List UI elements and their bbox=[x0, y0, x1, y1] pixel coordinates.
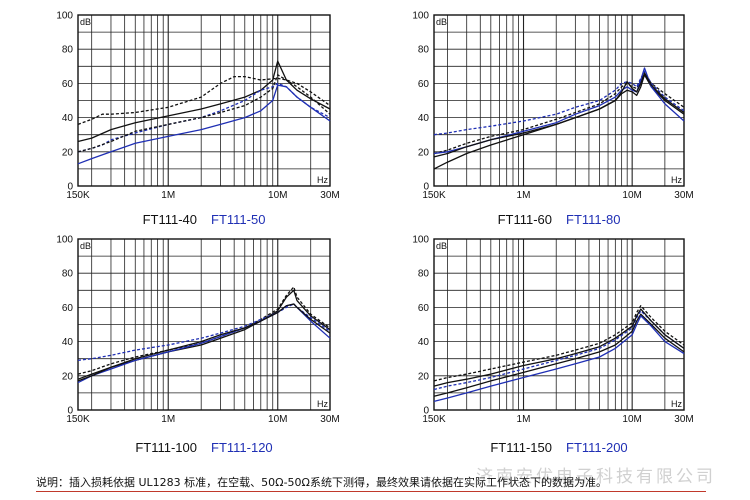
series-line-2 bbox=[77, 286, 331, 375]
y-tick-label: 60 bbox=[418, 79, 430, 90]
company-watermark: 济南安优电子科技有限公司 bbox=[476, 467, 716, 487]
y-tick-label: 40 bbox=[62, 337, 74, 348]
y-tick-label: 40 bbox=[62, 113, 74, 124]
caption-label: FT111-150 bbox=[490, 440, 552, 455]
x-axis-unit-label: Hz bbox=[317, 399, 328, 409]
x-tick-label: 30M bbox=[674, 414, 693, 425]
footnote-underline bbox=[36, 491, 706, 492]
y-tick-label: 80 bbox=[62, 269, 74, 280]
x-tick-label: 1M bbox=[161, 190, 175, 201]
x-tick-label: 150K bbox=[66, 190, 90, 201]
chart-caption: FT111-60 FT111-80 bbox=[498, 212, 621, 227]
y-tick-label: 20 bbox=[418, 371, 430, 382]
y-tick-label: 100 bbox=[56, 235, 73, 246]
caption-label: FT111-80 bbox=[566, 212, 620, 227]
y-tick-label: 0 bbox=[423, 406, 429, 417]
y-tick-label: 100 bbox=[56, 11, 73, 22]
chart-caption: FT111-150 FT111-200 bbox=[490, 440, 627, 455]
x-tick-label: 10M bbox=[622, 190, 641, 201]
series-line-3 bbox=[433, 315, 685, 403]
x-tick-label: 10M bbox=[268, 414, 287, 425]
x-tick-label: 30M bbox=[674, 190, 693, 201]
x-axis-unit-label: Hz bbox=[317, 175, 328, 185]
caption-label: FT111-200 bbox=[566, 440, 628, 455]
chart-caption: FT111-100 FT111-120 bbox=[135, 440, 272, 455]
y-tick-label: 60 bbox=[418, 303, 430, 314]
y-tick-label: 20 bbox=[62, 371, 74, 382]
y-tick-label: 0 bbox=[423, 182, 429, 193]
caption-label: FT111-40 bbox=[143, 212, 197, 227]
series-line-1 bbox=[77, 60, 331, 143]
plot-frame bbox=[77, 14, 331, 187]
series-line-2 bbox=[433, 305, 685, 382]
x-axis-unit-label: Hz bbox=[671, 399, 682, 409]
y-axis-unit-label: dB bbox=[436, 241, 447, 251]
y-axis-unit-label: dB bbox=[80, 241, 91, 251]
y-axis-unit-label: dB bbox=[436, 17, 447, 27]
plot-frame bbox=[433, 14, 685, 187]
x-tick-label: 1M bbox=[517, 414, 531, 425]
y-tick-label: 40 bbox=[418, 113, 430, 124]
y-tick-label: 20 bbox=[418, 147, 430, 158]
x-tick-label: 150K bbox=[422, 414, 446, 425]
series-line-4 bbox=[77, 303, 331, 362]
series-line-4 bbox=[433, 70, 685, 136]
series-line-5 bbox=[433, 72, 685, 158]
y-tick-label: 0 bbox=[67, 182, 73, 193]
footnote-text: 说明：插入损耗依据 UL1283 标准，在空载、50Ω-50Ω系统下测得，最终效… bbox=[36, 476, 607, 489]
series-line-1 bbox=[433, 313, 685, 397]
x-tick-label: 30M bbox=[320, 190, 339, 201]
x-tick-label: 150K bbox=[66, 414, 90, 425]
series-line-3 bbox=[433, 67, 685, 155]
series-line-2 bbox=[77, 75, 331, 126]
caption-label: FT111-60 bbox=[498, 212, 552, 227]
y-axis-unit-label: dB bbox=[80, 17, 91, 27]
plot-frame bbox=[433, 238, 685, 411]
y-tick-label: 100 bbox=[412, 235, 429, 246]
caption-label: FT111-120 bbox=[211, 440, 273, 455]
x-tick-label: 150K bbox=[422, 190, 446, 201]
caption-label: FT111-100 bbox=[135, 440, 197, 455]
x-tick-label: 30M bbox=[320, 414, 339, 425]
y-tick-label: 60 bbox=[62, 79, 74, 90]
y-tick-label: 0 bbox=[67, 406, 73, 417]
series-line-5 bbox=[433, 308, 685, 387]
x-tick-label: 1M bbox=[161, 414, 175, 425]
series-line-4 bbox=[433, 310, 685, 391]
y-tick-label: 40 bbox=[418, 337, 430, 348]
chart-caption: FT111-40 FT111-50 bbox=[143, 212, 266, 227]
x-tick-label: 10M bbox=[268, 190, 287, 201]
y-tick-label: 60 bbox=[62, 303, 74, 314]
x-axis-unit-label: Hz bbox=[671, 175, 682, 185]
plot-frame bbox=[77, 238, 331, 411]
caption-label: FT111-50 bbox=[211, 212, 265, 227]
y-tick-label: 80 bbox=[418, 45, 430, 56]
x-tick-label: 10M bbox=[622, 414, 641, 425]
series-line-5 bbox=[77, 303, 331, 382]
y-tick-label: 100 bbox=[412, 11, 429, 22]
y-tick-label: 80 bbox=[418, 269, 430, 280]
x-tick-label: 1M bbox=[517, 190, 531, 201]
y-tick-label: 80 bbox=[62, 45, 74, 56]
series-line-3 bbox=[77, 303, 331, 384]
y-tick-label: 20 bbox=[62, 147, 74, 158]
